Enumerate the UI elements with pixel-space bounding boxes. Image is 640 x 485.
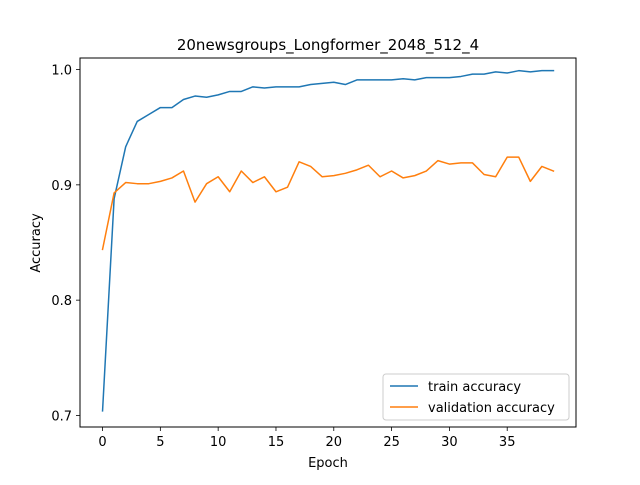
y-axis-label: Accuracy	[29, 213, 44, 273]
x-tick-label: 10	[210, 435, 227, 450]
legend-label-validation-accuracy: validation accuracy	[428, 401, 555, 416]
y-tick-label: 0.7	[51, 409, 72, 424]
y-axis: 0.7 0.8 0.9 1.0	[51, 64, 80, 424]
y-tick-label: 0.9	[51, 179, 72, 194]
x-axis: 0 5 10 15 20 25 30 35	[98, 427, 515, 450]
x-tick-label: 25	[383, 435, 400, 450]
series-line-train-accuracy	[101, 69, 555, 412]
y-tick-label: 0.8	[51, 294, 72, 309]
x-tick-label: 0	[98, 435, 106, 450]
plot-frame	[79, 57, 577, 428]
y-tick-label: 1.0	[51, 64, 72, 79]
x-tick-label: 30	[441, 435, 458, 450]
x-axis-label: Epoch	[308, 456, 348, 471]
x-tick-label: 5	[156, 435, 164, 450]
legend-box	[382, 373, 570, 421]
x-tick-label: 15	[268, 435, 285, 450]
legend: train accuracy validation accuracy	[382, 373, 570, 421]
legend-label-train-accuracy: train accuracy	[428, 380, 521, 395]
plot-series	[101, 69, 555, 412]
series-line-validation-accuracy	[101, 156, 555, 251]
chart-title: 20newsgroups_Longformer_2048_512_4	[177, 36, 479, 55]
x-tick-label: 35	[499, 435, 516, 450]
x-tick-label: 20	[326, 435, 343, 450]
